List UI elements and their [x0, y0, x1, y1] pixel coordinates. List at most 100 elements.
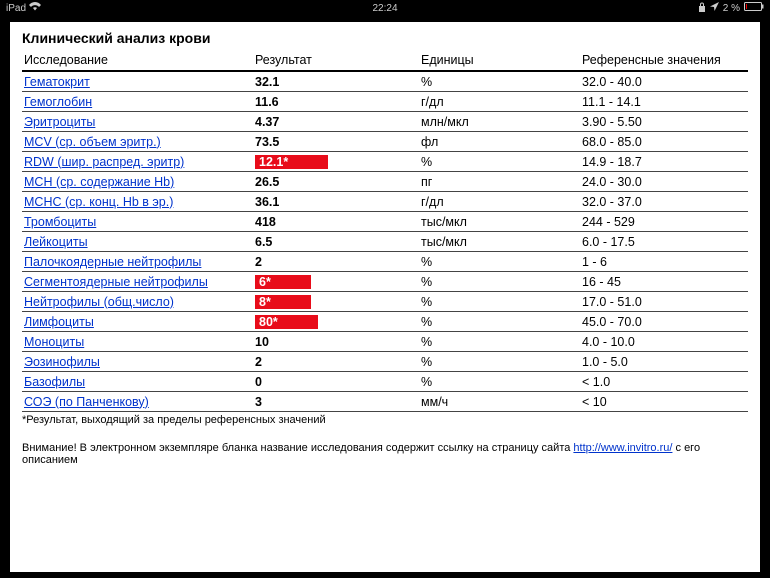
footnote: *Результат, выходящий за пределы референ… [22, 414, 748, 426]
reference-cell: 14.9 - 18.7 [580, 152, 748, 172]
units-cell: % [419, 372, 580, 392]
result-cell: 8* [253, 292, 419, 312]
test-link[interactable]: Нейтрофилы (общ.число) [24, 295, 174, 309]
result-cell: 36.1 [253, 192, 419, 212]
table-row: Тромбоциты418тыс/мкл244 - 529 [22, 212, 748, 232]
result-cell: 6.5 [253, 232, 419, 252]
test-link[interactable]: Моноциты [24, 335, 84, 349]
flagged-result: 6* [255, 275, 311, 289]
test-link[interactable]: Эозинофилы [24, 355, 100, 369]
col-header-units: Единицы [419, 50, 580, 71]
flagged-result: 80* [255, 315, 318, 329]
reference-cell: 68.0 - 85.0 [580, 132, 748, 152]
units-cell: % [419, 71, 580, 92]
result-cell: 10 [253, 332, 419, 352]
result-cell: 26.5 [253, 172, 419, 192]
col-header-name: Исследование [22, 50, 253, 71]
table-row: СОЭ (по Панченкову) 3мм/ч< 10 [22, 392, 748, 412]
table-row: Базофилы 0%< 1.0 [22, 372, 748, 392]
test-link[interactable]: Лейкоциты [24, 235, 88, 249]
reference-cell: 45.0 - 70.0 [580, 312, 748, 332]
flagged-result: 12.1* [255, 155, 328, 169]
units-cell: % [419, 152, 580, 172]
test-link[interactable]: Сегментоядерные нейтрофилы [24, 275, 208, 289]
units-cell: % [419, 312, 580, 332]
table-row: Гематокрит 32.1%32.0 - 40.0 [22, 71, 748, 92]
test-link[interactable]: MCV (ср. объем эритр.) [24, 135, 161, 149]
table-row: МСНС (ср. конц. Hb в эр.)36.1г/дл32.0 - … [22, 192, 748, 212]
result-cell: 4.37 [253, 112, 419, 132]
result-cell: 73.5 [253, 132, 419, 152]
table-row: Моноциты 10%4.0 - 10.0 [22, 332, 748, 352]
reference-cell: < 1.0 [580, 372, 748, 392]
units-cell: тыс/мкл [419, 232, 580, 252]
units-cell: мм/ч [419, 392, 580, 412]
report-title: Клинический анализ крови [22, 30, 748, 46]
table-row: Эозинофилы 2%1.0 - 5.0 [22, 352, 748, 372]
wifi-icon [29, 2, 41, 14]
reference-cell: 1.0 - 5.0 [580, 352, 748, 372]
test-link[interactable]: Базофилы [24, 375, 85, 389]
test-link[interactable]: MCH (ср. содержание Hb) [24, 175, 174, 189]
result-cell: 2 [253, 252, 419, 272]
test-link[interactable]: Гемоглобин [24, 95, 92, 109]
test-link[interactable]: Тромбоциты [24, 215, 96, 229]
result-cell: 0 [253, 372, 419, 392]
reference-cell: < 10 [580, 392, 748, 412]
result-cell: 11.6 [253, 92, 419, 112]
table-row: Эритроциты4.37млн/мкл3.90 - 5.50 [22, 112, 748, 132]
test-link[interactable]: Эритроциты [24, 115, 95, 129]
table-row: MCV (ср. объем эритр.)73.5фл68.0 - 85.0 [22, 132, 748, 152]
test-link[interactable]: СОЭ (по Панченкову) [24, 395, 149, 409]
location-icon [710, 2, 719, 14]
table-row: RDW (шир. распред. эритр) 12.1*%14.9 - 18… [22, 152, 748, 172]
disclaimer: Внимание! В электронном экземпляре бланк… [22, 442, 748, 466]
lock-icon [698, 2, 706, 15]
header-row: Исследование Результат Единицы Референсн… [22, 50, 748, 71]
table-row: Палочкоядерные нейтрофилы 2%1 - 6 [22, 252, 748, 272]
test-link[interactable]: МСНС (ср. конц. Hb в эр.) [24, 195, 173, 209]
table-row: Гемоглобин 11.6г/дл11.1 - 14.1 [22, 92, 748, 112]
battery-percent: 2 % [723, 3, 740, 14]
test-link[interactable]: Палочкоядерные нейтрофилы [24, 255, 201, 269]
reference-cell: 3.90 - 5.50 [580, 112, 748, 132]
test-link[interactable]: Гематокрит [24, 75, 90, 89]
col-header-result: Результат [253, 50, 419, 71]
reference-cell: 11.1 - 14.1 [580, 92, 748, 112]
units-cell: % [419, 292, 580, 312]
reference-cell: 1 - 6 [580, 252, 748, 272]
table-row: Сегментоядерные нейтрофилы6*%16 - 45 [22, 272, 748, 292]
reference-cell: 24.0 - 30.0 [580, 172, 748, 192]
result-cell: 6* [253, 272, 419, 292]
note-prefix: Внимание! В электронном экземпляре бланк… [22, 442, 573, 454]
units-cell: тыс/мкл [419, 212, 580, 232]
results-table: Исследование Результат Единицы Референсн… [22, 50, 748, 412]
test-link[interactable]: Лимфоциты [24, 315, 94, 329]
reference-cell: 32.0 - 40.0 [580, 71, 748, 92]
reference-cell: 16 - 45 [580, 272, 748, 292]
result-cell: 32.1 [253, 71, 419, 92]
units-cell: % [419, 352, 580, 372]
units-cell: % [419, 252, 580, 272]
report-page: Клинический анализ крови Исследование Ре… [10, 22, 760, 572]
reference-cell: 17.0 - 51.0 [580, 292, 748, 312]
reference-cell: 32.0 - 37.0 [580, 192, 748, 212]
result-cell: 3 [253, 392, 419, 412]
reference-cell: 244 - 529 [580, 212, 748, 232]
units-cell: г/дл [419, 92, 580, 112]
units-cell: пг [419, 172, 580, 192]
test-link[interactable]: RDW (шир. распред. эритр) [24, 155, 184, 169]
result-cell: 80* [253, 312, 419, 332]
table-row: MCH (ср. содержание Hb) 26.5пг24.0 - 30.0 [22, 172, 748, 192]
table-row: Лейкоциты6.5тыс/мкл6.0 - 17.5 [22, 232, 748, 252]
result-cell: 12.1* [253, 152, 419, 172]
battery-icon [744, 2, 764, 14]
table-row: Лимфоциты 80*%45.0 - 70.0 [22, 312, 748, 332]
reference-cell: 4.0 - 10.0 [580, 332, 748, 352]
carrier-label: iPad [6, 3, 26, 14]
result-cell: 2 [253, 352, 419, 372]
units-cell: % [419, 332, 580, 352]
flagged-result: 8* [255, 295, 311, 309]
invitro-link[interactable]: http://www.invitro.ru/ [573, 442, 672, 454]
col-header-ref: Референсные значения [580, 50, 748, 71]
